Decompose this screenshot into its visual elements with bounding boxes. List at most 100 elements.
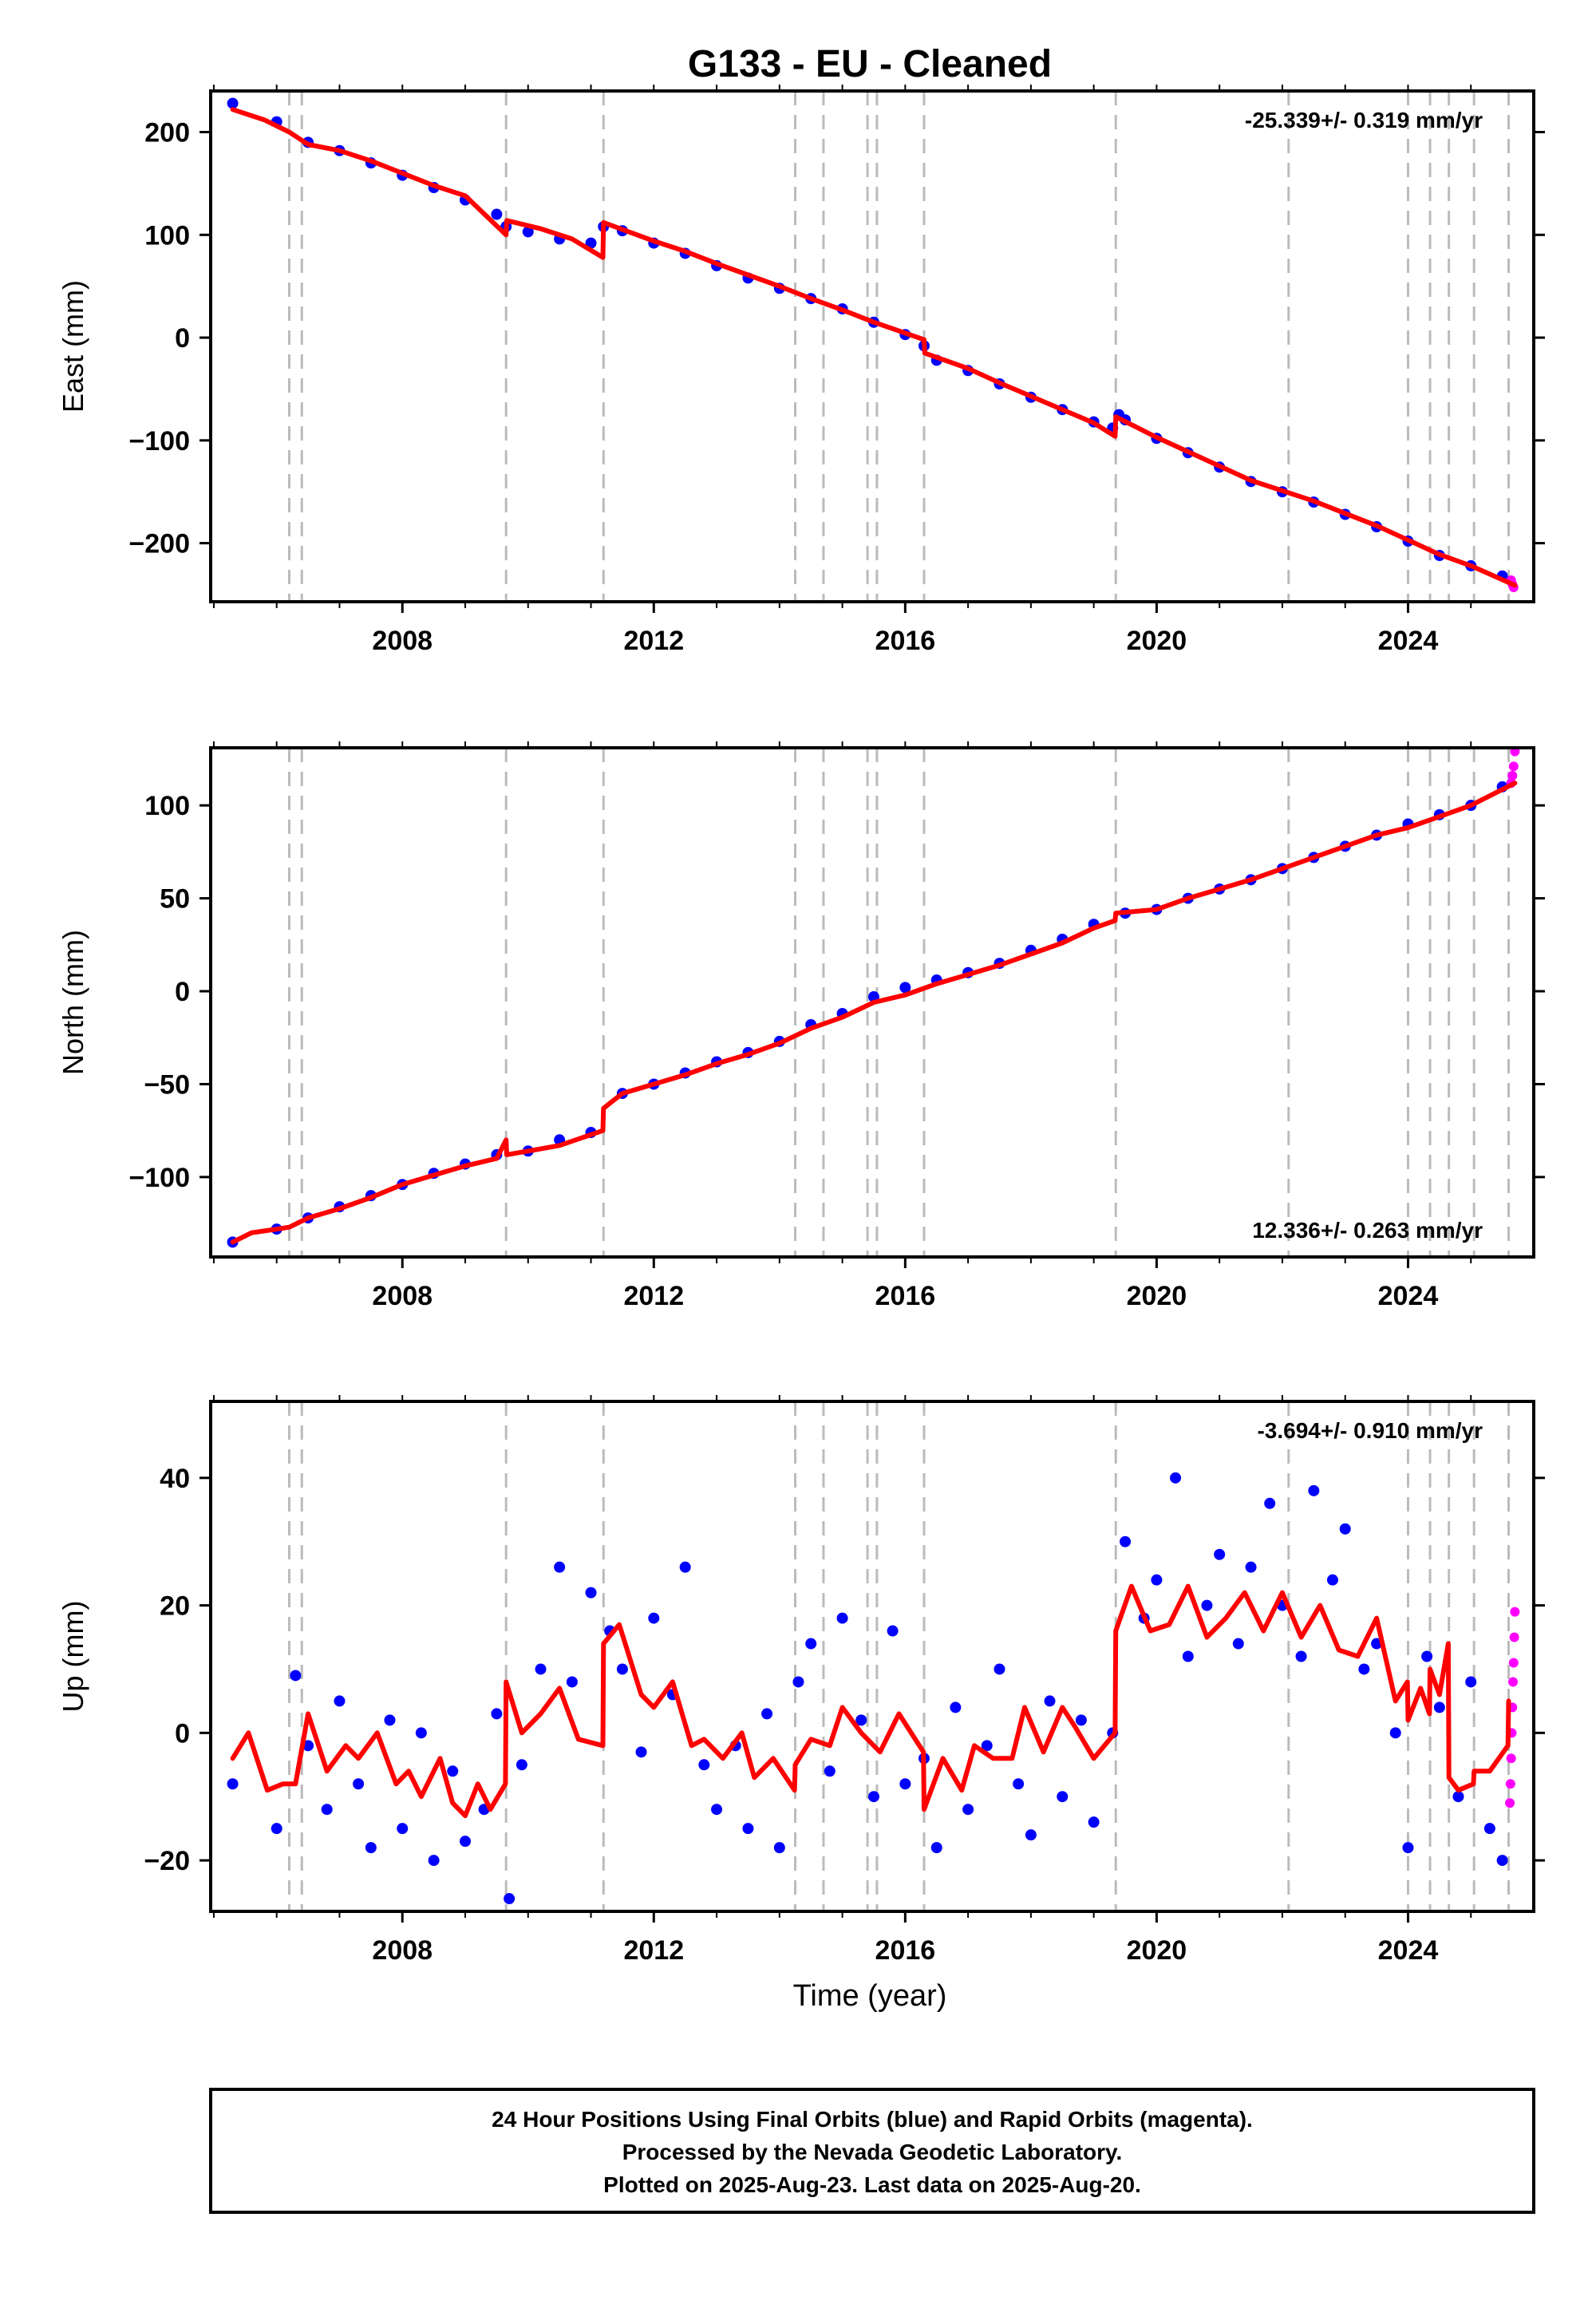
final-orbit-point: [981, 1740, 993, 1752]
final-orbit-point: [836, 1612, 848, 1624]
east-rate-label: -25.339+/- 0.319 mm/yr: [1245, 108, 1483, 132]
east-plot-area: [227, 97, 1519, 592]
rapid-orbit-point: [1508, 1658, 1519, 1668]
final-orbit-point: [271, 1823, 282, 1835]
x-tick-label: 2008: [372, 626, 433, 656]
final-orbit-point: [1214, 1548, 1226, 1560]
final-orbit-point: [1232, 1638, 1244, 1650]
x-tick-label: 2016: [875, 1281, 936, 1311]
final-orbit-point: [227, 1778, 239, 1790]
x-tick-label: 2024: [1378, 626, 1439, 656]
final-orbit-point: [415, 1727, 427, 1739]
north-panel: 2008 2012 2016 2020 2024 100 50 0 −50 −100 North (…: [57, 741, 1545, 1311]
north-y-axis-label: North (mm): [57, 930, 89, 1075]
north-frame: [209, 746, 1535, 1259]
final-orbit-point: [1308, 1484, 1320, 1496]
rapid-orbit-point: [1507, 770, 1518, 781]
final-orbit-point: [566, 1676, 578, 1688]
final-orbit-point: [899, 1778, 911, 1790]
final-orbit-point: [1170, 1472, 1182, 1484]
rapid-orbit-point: [1506, 1753, 1516, 1764]
up-rate-label: -3.694+/- 0.910 mm/yr: [1257, 1418, 1483, 1443]
up-plot-area: [227, 1472, 1520, 1905]
final-orbit-point: [1013, 1778, 1025, 1790]
footer-line-3: Plotted on 2025-Aug-23. Last data on 202…: [603, 2172, 1141, 2197]
x-tick-label: 2012: [623, 1281, 684, 1311]
y-tick-label: 0: [175, 977, 190, 1007]
final-orbit-point: [1496, 1855, 1508, 1867]
final-orbit-point: [1182, 1650, 1194, 1662]
x-tick-label: 2020: [1127, 626, 1187, 656]
final-orbit-point: [962, 1804, 974, 1816]
final-orbit-point: [867, 1791, 879, 1803]
east-frame: [209, 89, 1535, 603]
final-orbit-point: [761, 1708, 773, 1720]
final-orbit-point: [290, 1670, 302, 1682]
y-tick-label: −200: [128, 529, 190, 559]
final-orbit-point: [491, 1708, 503, 1720]
final-orbit-point: [1120, 1535, 1132, 1547]
footer-border: [209, 2088, 1535, 2214]
final-orbit-point: [491, 208, 503, 220]
final-orbit-point: [353, 1778, 365, 1790]
x-tick-label: 2020: [1127, 1935, 1187, 1966]
rapid-orbit-point: [1508, 1677, 1519, 1687]
rapid-orbit-point: [1508, 761, 1519, 772]
y-tick-label: −100: [128, 426, 190, 456]
final-orbit-point: [648, 1612, 660, 1624]
final-orbit-point: [554, 1561, 566, 1573]
up-model-line: [230, 1583, 1511, 1819]
final-orbit-point: [679, 1561, 691, 1573]
final-orbit-point: [1201, 1599, 1213, 1611]
final-orbit-point: [504, 1893, 516, 1905]
final-orbit-point: [428, 1855, 440, 1867]
y-tick-label: 200: [144, 118, 190, 148]
x-axis-label: Time (year): [793, 1979, 947, 2013]
x-tick-label: 2016: [875, 1935, 936, 1966]
final-orbit-point: [1465, 1676, 1477, 1688]
final-orbit-point: [227, 97, 239, 109]
east-y-axis-label: East (mm): [57, 280, 89, 413]
final-orbit-point: [698, 1759, 710, 1771]
x-tick-label: 2012: [623, 1935, 684, 1966]
final-orbit-point: [930, 1842, 942, 1854]
y-tick-label: 100: [144, 220, 190, 251]
final-orbit-point: [1358, 1663, 1370, 1675]
x-tick-label: 2020: [1127, 1281, 1187, 1311]
up-y-axis-label: Up (mm): [57, 1601, 89, 1713]
final-orbit-point: [635, 1746, 647, 1758]
final-orbit-point: [516, 1759, 527, 1771]
y-tick-label: −50: [144, 1069, 190, 1100]
final-orbit-point: [1295, 1650, 1307, 1662]
rapid-orbit-point: [1505, 1779, 1515, 1789]
final-orbit-point: [447, 1765, 459, 1777]
figure-title: G133 - EU - Cleaned: [688, 43, 1052, 85]
final-orbit-point: [1339, 1523, 1351, 1535]
final-orbit-point: [1402, 1842, 1414, 1854]
final-orbit-point: [1025, 1829, 1037, 1841]
rapid-orbit-point: [1505, 1798, 1515, 1808]
final-orbit-point: [616, 1663, 628, 1675]
footer-box: 24 Hour Positions Using Final Orbits (bl…: [209, 2088, 1535, 2214]
rapid-orbit-point: [1509, 1632, 1519, 1642]
final-orbit-point: [459, 1836, 471, 1848]
final-orbit-point: [855, 1714, 867, 1726]
x-tick-label: 2008: [372, 1281, 433, 1311]
y-tick-label: 100: [144, 791, 190, 821]
footer-line-1: 24 Hour Positions Using Final Orbits (bl…: [492, 2107, 1253, 2132]
x-tick-label: 2016: [875, 626, 936, 656]
final-orbit-point: [994, 1663, 1005, 1675]
final-orbit-point: [321, 1804, 333, 1816]
footer-line-2: Processed by the Nevada Geodetic Laborat…: [622, 2140, 1123, 2164]
final-orbit-point: [1264, 1497, 1276, 1509]
final-orbit-point: [334, 1695, 346, 1707]
x-tick-label: 2024: [1378, 1281, 1439, 1311]
final-orbit-point: [1389, 1727, 1401, 1739]
final-orbit-point: [773, 1842, 785, 1854]
final-orbit-point: [1483, 1823, 1495, 1835]
y-tick-label: 0: [175, 323, 190, 354]
final-orbit-point: [522, 226, 534, 238]
final-orbit-point: [585, 1587, 597, 1599]
